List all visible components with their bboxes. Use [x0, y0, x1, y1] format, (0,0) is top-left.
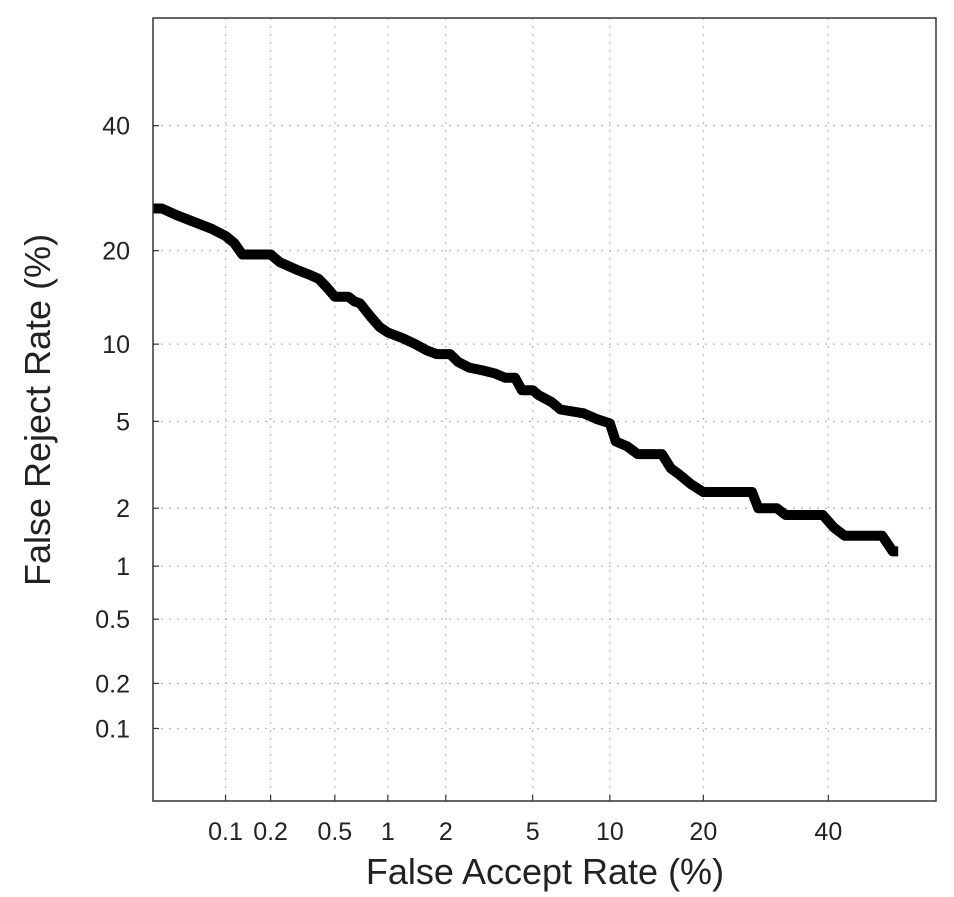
- y-axis-label: False Reject Rate (%): [17, 234, 58, 586]
- plot-frame: [152, 17, 937, 802]
- x-tick-label-6: 10: [596, 818, 624, 846]
- y-tick-label-5: 5: [116, 408, 130, 436]
- y-tick-label-8: 40: [102, 113, 130, 141]
- x-tick-label-3: 1: [381, 818, 395, 846]
- x-tick-label-1: 0.2: [253, 818, 288, 846]
- x-tick-label-7: 20: [689, 818, 717, 846]
- x-tick-label-5: 5: [526, 818, 540, 846]
- y-tick-label-0: 0.1: [95, 715, 130, 743]
- y-tick-label-3: 1: [116, 553, 130, 581]
- tick-labels: 0.1 0.2 0.5 1 2 5 10 20 40 0.1 0.2 0.5 1 2 5 10 20 40: [95, 113, 842, 846]
- series-layer: [153, 203, 899, 557]
- x-tick-label-0: 0.1: [208, 818, 243, 846]
- y-tick-label-1: 0.2: [95, 670, 130, 698]
- det-curve-series-0: [153, 203, 899, 557]
- y-tick-label-6: 10: [102, 331, 130, 359]
- y-tick-label-4: 2: [116, 495, 130, 523]
- x-axis-label: False Accept Rate (%): [366, 851, 724, 892]
- x-tick-label-8: 40: [814, 818, 842, 846]
- y-tick-label-2: 0.5: [95, 606, 130, 634]
- x-tick-label-2: 0.5: [317, 818, 352, 846]
- y-tick-label-7: 20: [102, 238, 130, 266]
- x-tick-label-4: 2: [439, 818, 453, 846]
